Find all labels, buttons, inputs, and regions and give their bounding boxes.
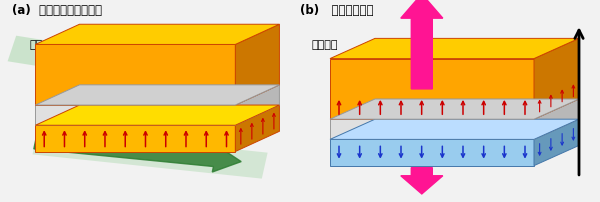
FancyArrow shape [34, 134, 241, 172]
Text: 電気分極: 電気分極 [312, 40, 338, 50]
Polygon shape [330, 38, 579, 59]
FancyArrow shape [41, 49, 243, 92]
Polygon shape [330, 59, 534, 119]
Polygon shape [534, 38, 579, 119]
Polygon shape [330, 139, 534, 166]
Polygon shape [534, 99, 579, 139]
Text: 電流: 電流 [29, 40, 43, 50]
Polygon shape [534, 119, 579, 166]
Polygon shape [35, 105, 235, 125]
Polygon shape [35, 105, 280, 125]
Polygon shape [235, 85, 280, 125]
Polygon shape [330, 119, 534, 139]
FancyArrow shape [401, 168, 443, 194]
Polygon shape [35, 24, 280, 44]
Polygon shape [35, 85, 280, 105]
FancyArrow shape [401, 0, 443, 89]
Polygon shape [330, 119, 579, 139]
Text: 外部磁場: 外部磁場 [540, 40, 566, 50]
Text: (a)  量子異常ホール効果: (a) 量子異常ホール効果 [12, 4, 102, 17]
Polygon shape [235, 105, 280, 152]
Polygon shape [35, 44, 235, 105]
Polygon shape [235, 24, 280, 105]
FancyArrow shape [32, 128, 268, 179]
Text: (b)   電気磁気効果: (b) 電気磁気効果 [300, 4, 373, 17]
FancyArrow shape [8, 36, 245, 98]
Polygon shape [330, 99, 579, 119]
Polygon shape [35, 125, 235, 152]
